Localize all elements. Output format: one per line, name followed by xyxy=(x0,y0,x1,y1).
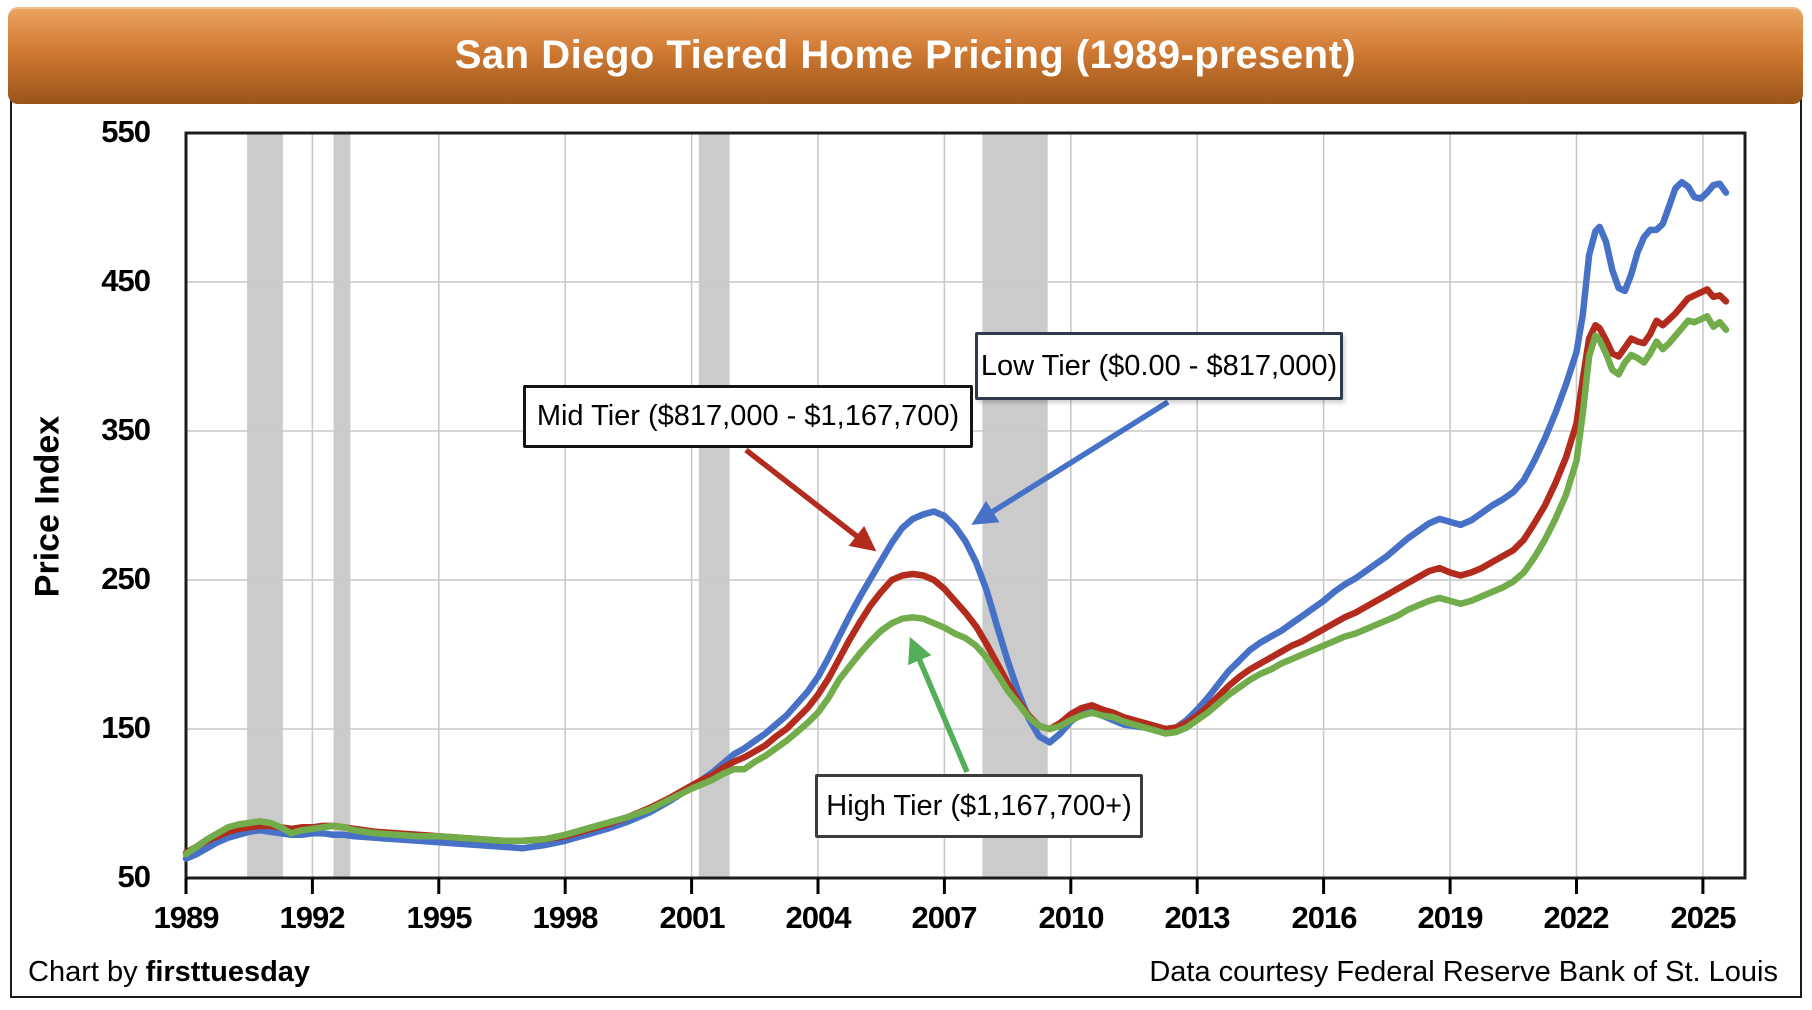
annotation-mid-tier: Mid Tier ($817,000 - $1,167,700) xyxy=(523,385,973,448)
recession-band xyxy=(247,133,283,878)
chart-title: San Diego Tiered Home Pricing (1989-pres… xyxy=(454,33,1357,77)
recession-band xyxy=(333,133,351,878)
annotation-high-tier-label: High Tier ($1,167,700+) xyxy=(826,789,1132,822)
mid-tier-arrow xyxy=(744,447,877,552)
annotation-low-tier-label: Low Tier ($0.00 - $817,000) xyxy=(980,349,1338,382)
credit-left: Chart by firsttuesday xyxy=(28,956,310,989)
credit-right: Data courtesy Federal Reserve Bank of St… xyxy=(1149,956,1778,988)
annotation-high-tier: High Tier ($1,167,700+) xyxy=(815,774,1143,838)
y-axis-title: Price Index xyxy=(28,415,67,598)
series-low-tier-line xyxy=(182,178,1730,862)
title-banner: San Diego Tiered Home Pricing (1989-pres… xyxy=(8,7,1803,104)
credit-left-brand: firsttuesday xyxy=(145,956,311,988)
low-tier-arrow xyxy=(971,399,1170,525)
recession-band xyxy=(982,133,1048,878)
annotation-mid-tier-label: Mid Tier ($817,000 - $1,167,700) xyxy=(536,400,960,432)
series-mid-tier-line xyxy=(182,286,1730,856)
plot-frame xyxy=(184,131,1747,880)
credit-left-prefix: Chart by xyxy=(28,956,146,988)
series-high-tier-line xyxy=(182,313,1730,858)
high-tier-arrow xyxy=(908,636,970,774)
recession-band xyxy=(698,133,730,878)
annotation-low-tier: Low Tier ($0.00 - $817,000) xyxy=(975,332,1343,400)
